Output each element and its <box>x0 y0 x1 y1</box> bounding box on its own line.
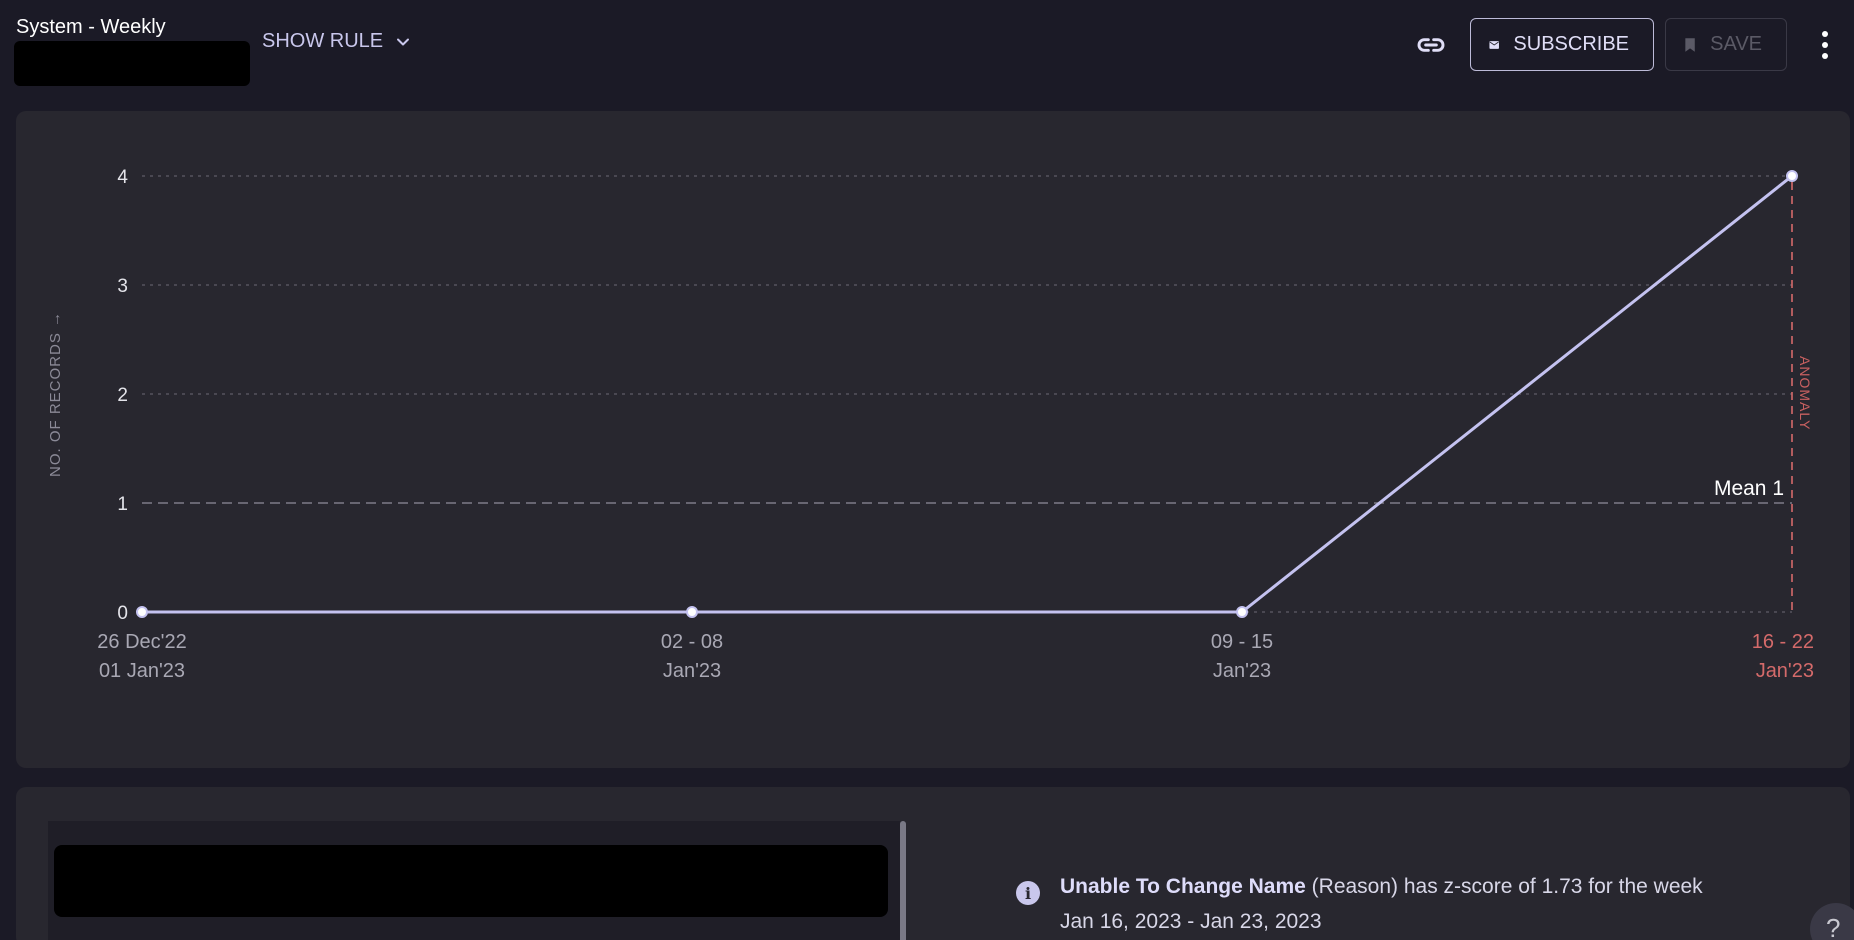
y-tick-label: 1 <box>117 494 128 515</box>
x-tick-label: 26 Dec'22 <box>97 631 186 653</box>
y-axis-title: NO. OF RECORDS → <box>47 311 64 477</box>
x-tick-label: 16 - 22 <box>1752 631 1814 653</box>
chart-card: 0 1 2 3 4 Mean 1 ANOMALY NO. OF RECORDS → 26 Dec… <box>16 111 1850 768</box>
line-chart: 0 1 2 3 4 Mean 1 ANOMALY NO. OF RECORDS → 26 Dec… <box>47 167 1814 682</box>
data-point <box>686 606 698 618</box>
scrollbar[interactable] <box>900 821 906 940</box>
y-tick-label: 0 <box>117 603 128 624</box>
x-tick-label: Jan'23 <box>1213 660 1271 682</box>
insight-card: i Unable To Change Name (Reason) has z-s… <box>16 787 1850 940</box>
insight-range: Jan 16, 2023 - Jan 23, 2023 <box>1060 910 1322 933</box>
bookmark-icon <box>1685 37 1695 52</box>
help-button[interactable]: ? <box>1810 903 1854 940</box>
x-tick-label: 01 Jan'23 <box>99 660 185 682</box>
y-tick-label: 2 <box>117 385 128 406</box>
subscribe-label: SUBSCRIBE <box>1513 33 1629 55</box>
y-tick-label: 4 <box>117 167 128 188</box>
data-point <box>1236 606 1248 618</box>
insight-reason: Unable To Change Name <box>1060 875 1306 898</box>
x-tick-label: Jan'23 <box>1756 660 1814 682</box>
more-options-icon[interactable] <box>1814 26 1836 64</box>
mail-icon <box>1489 40 1499 49</box>
save-label: SAVE <box>1710 33 1762 55</box>
insight-row: i Unable To Change Name (Reason) has z-s… <box>1016 869 1703 939</box>
show-rule-label: SHOW RULE <box>262 30 384 52</box>
anomaly-label: ANOMALY <box>1797 356 1813 430</box>
series-line <box>142 174 1793 614</box>
data-point <box>136 606 148 618</box>
data-point <box>1786 170 1798 182</box>
subscribe-button[interactable]: SUBSCRIBE <box>1470 18 1654 71</box>
x-tick-label: 02 - 08 <box>661 631 723 653</box>
top-bar: System - Weekly SHOW RULE SUBSCRIBE SAVE <box>0 0 1854 108</box>
show-rule-toggle[interactable]: SHOW RULE <box>262 30 413 53</box>
insight-detail: (Reason) has z-score of 1.73 for the wee… <box>1305 875 1703 898</box>
x-tick-label: Jan'23 <box>663 660 721 682</box>
page-title: System - Weekly <box>16 16 166 38</box>
mean-label: Mean 1 <box>1714 477 1784 500</box>
x-tick-label: 09 - 15 <box>1211 631 1273 653</box>
redacted-subtitle <box>14 41 250 86</box>
redacted-content <box>54 845 888 917</box>
save-button[interactable]: SAVE <box>1665 18 1787 71</box>
info-icon: i <box>1016 881 1040 905</box>
insight-text: Unable To Change Name (Reason) has z-sco… <box>1060 869 1703 939</box>
y-tick-label: 3 <box>117 276 128 297</box>
chevron-down-icon <box>397 38 410 45</box>
link-icon[interactable] <box>1414 28 1448 62</box>
